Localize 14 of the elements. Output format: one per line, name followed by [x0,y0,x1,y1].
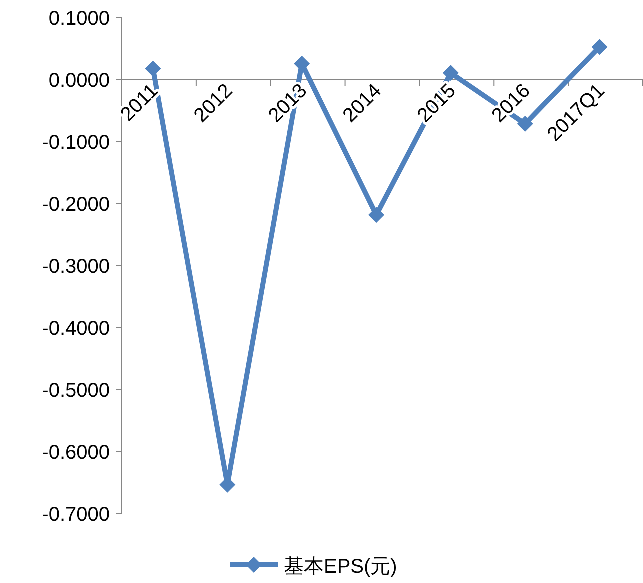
y-tick-label: -0.3000 [42,256,110,278]
y-tick-label: -0.5000 [42,380,110,402]
point [442,65,459,82]
point [145,60,162,77]
point [368,207,384,224]
y-tick-label: 0.1000 [48,8,110,30]
y-tick-label: 0.0000 [48,70,110,92]
point [592,39,608,56]
y-tick-label: -0.6000 [42,442,110,464]
y-tick-label: -0.4000 [42,318,110,340]
y-tick-label: -0.2000 [42,194,110,216]
y-tick-label: -0.7000 [42,504,110,526]
y-tick-label: -0.1000 [42,132,110,154]
legend-label: 基本EPS(元) [284,556,398,578]
